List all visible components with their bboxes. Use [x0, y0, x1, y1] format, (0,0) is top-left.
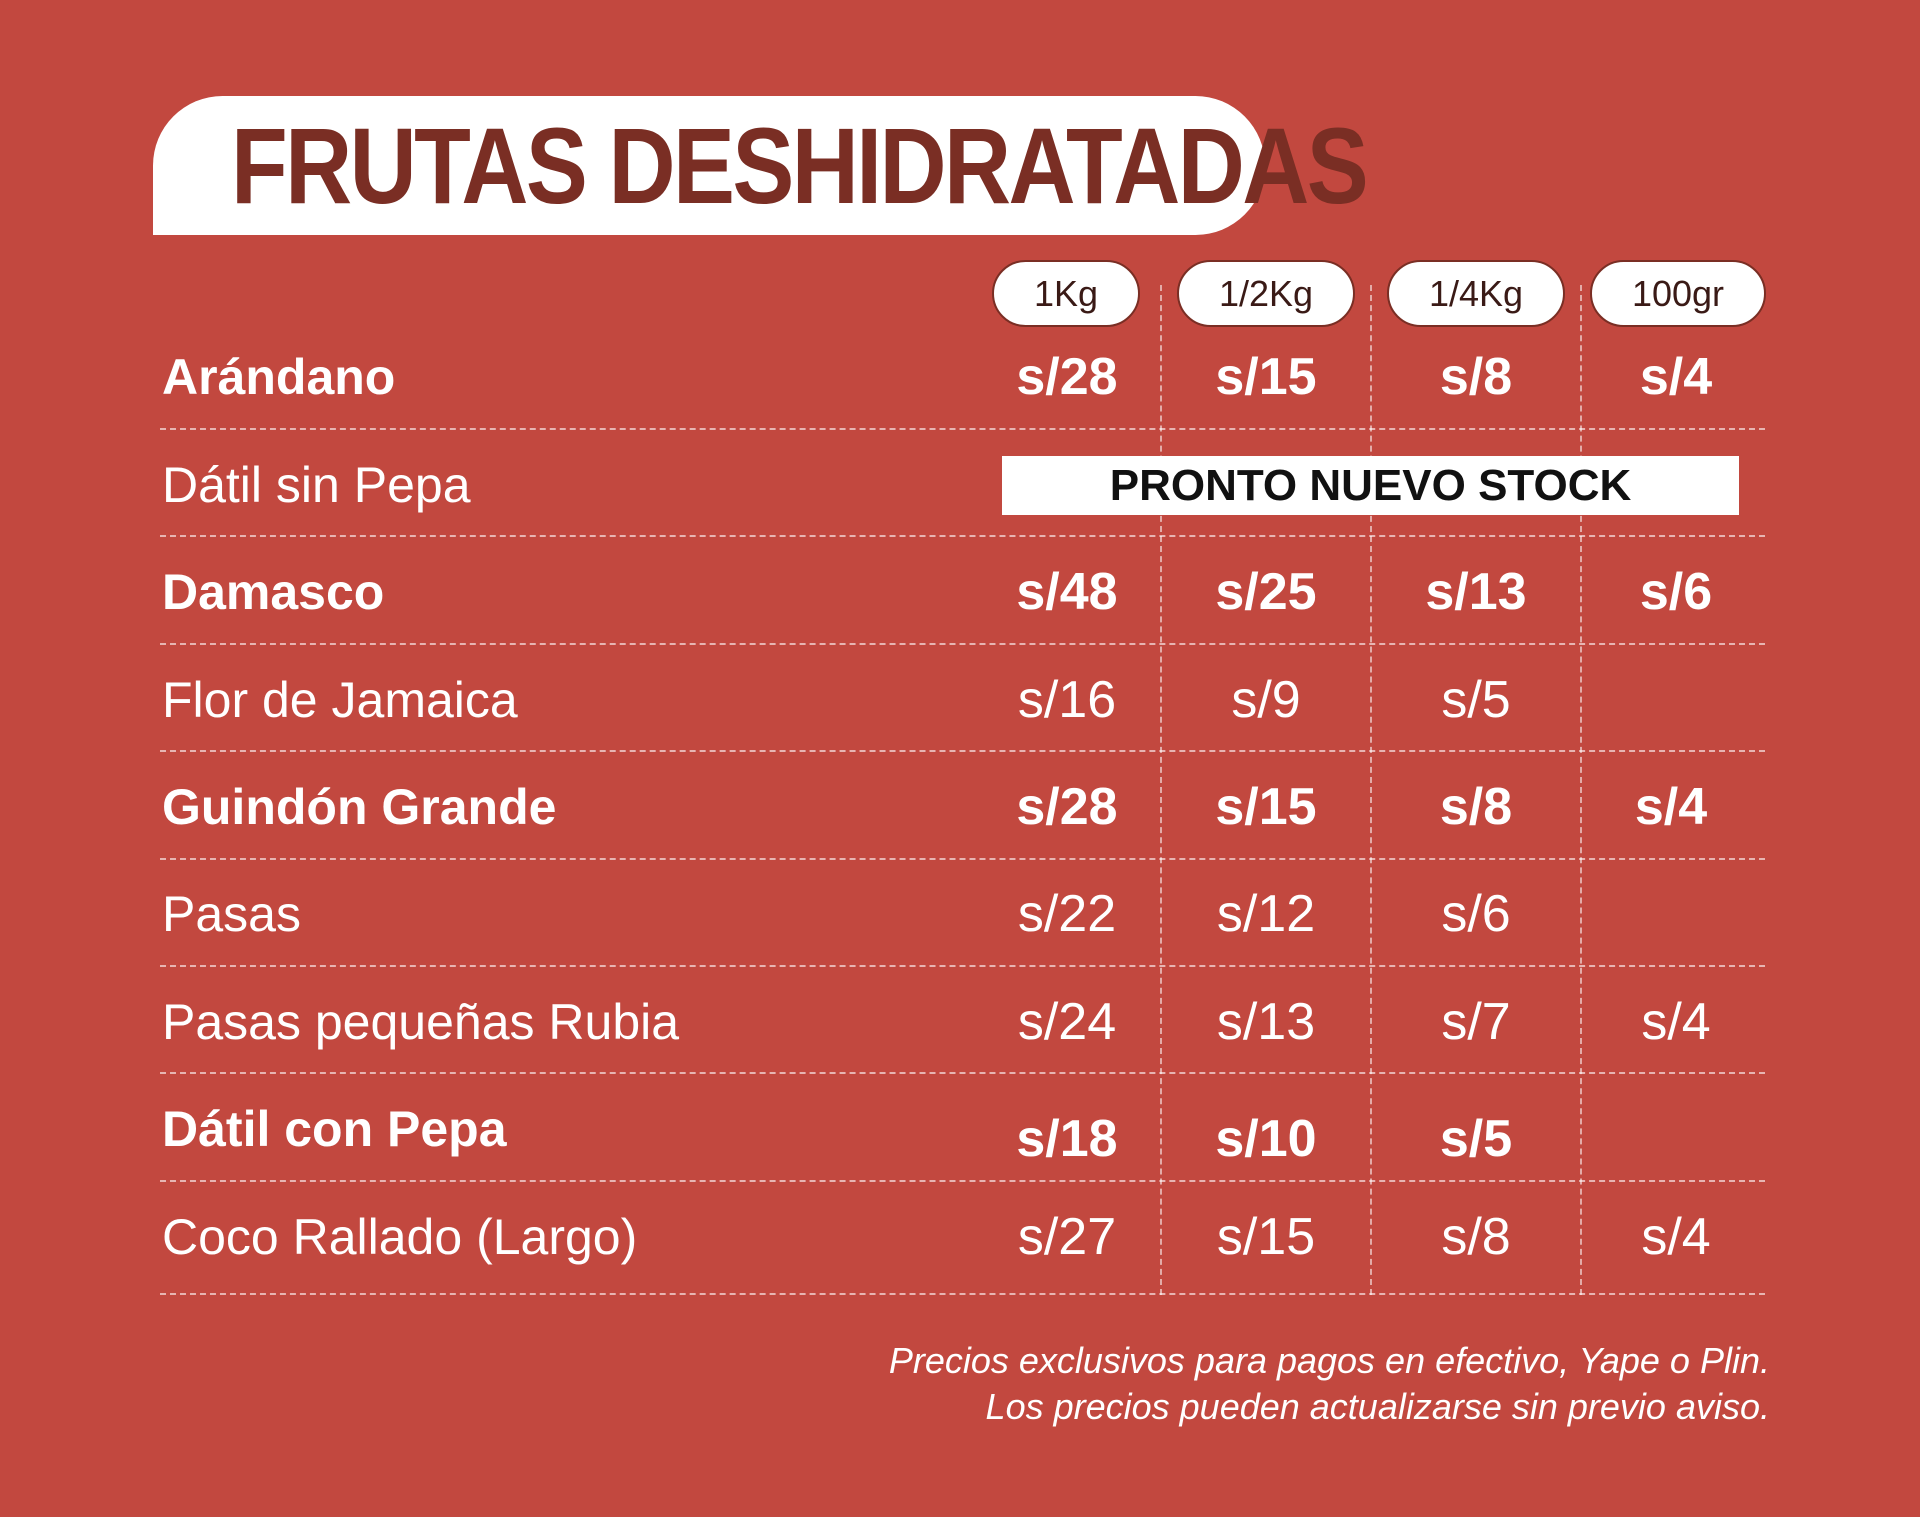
price-quarter-kg: s/6 [1441, 884, 1511, 943]
price-1kg: s/22 [1017, 884, 1117, 943]
row-divider [160, 428, 1765, 430]
price-quarter-kg: s/5 [1441, 670, 1511, 729]
price-1kg: s/24 [1017, 992, 1117, 1051]
price-100gr [1576, 860, 1776, 967]
price-100gr [1576, 1085, 1776, 1192]
price-half-kg: s/10 [1215, 1109, 1317, 1168]
table-row: Damasco s/48 s/25 s/13 s/6 [0, 538, 1920, 645]
price-100gr: s/4 [1641, 992, 1711, 1051]
price-quarter-kg: s/13 [1425, 562, 1527, 621]
price-half-kg: s/15 [1216, 1207, 1316, 1266]
product-name: Damasco [162, 563, 385, 620]
row-divider [160, 643, 1765, 645]
column-divider [1160, 285, 1162, 1295]
product-name: Flor de Jamaica [162, 671, 518, 728]
price-half-kg: s/12 [1216, 884, 1316, 943]
table-row: Dátil con Pepa s/18 s/10 s/5 [0, 1075, 1920, 1182]
table-row: Dátil sin Pepa [0, 431, 1920, 538]
price-100gr [1576, 646, 1776, 753]
column-divider [1580, 285, 1582, 1295]
price-quarter-kg: s/7 [1441, 992, 1511, 1051]
price-quarter-kg: s/8 [1441, 1207, 1511, 1266]
price-quarter-kg: s/5 [1439, 1109, 1513, 1168]
product-name: Dátil con Pepa [162, 1100, 507, 1157]
price-1kg: s/16 [1017, 670, 1117, 729]
size-header-100gr: 100gr [1590, 260, 1766, 327]
table-row: Pasas pequeñas Rubia s/24 s/13 s/7 s/4 [0, 968, 1920, 1075]
product-name: Dátil sin Pepa [162, 456, 471, 513]
table-row: Arándano s/28 s/15 s/8 s/4 [0, 323, 1920, 430]
size-header-quarter-kg: 1/4Kg [1387, 260, 1565, 327]
product-name: Guindón Grande [162, 778, 557, 835]
row-divider [160, 1293, 1765, 1295]
page-title: FRUTAS DESHIDRATADAS [231, 104, 1369, 226]
price-half-kg: s/15 [1215, 347, 1317, 406]
row-divider [160, 965, 1765, 967]
price-100gr: s/6 [1639, 562, 1713, 621]
row-divider [160, 750, 1765, 752]
price-100gr: s/4 [1641, 1207, 1711, 1266]
price-quarter-kg: s/8 [1439, 347, 1513, 406]
price-1kg: s/27 [1017, 1207, 1117, 1266]
row-divider [160, 535, 1765, 537]
price-1kg: s/18 [1016, 1109, 1118, 1168]
price-1kg: s/48 [1016, 562, 1118, 621]
price-100gr: s/4 [1634, 777, 1708, 836]
size-header-1kg: 1Kg [992, 260, 1140, 327]
size-header-half-kg: 1/2Kg [1177, 260, 1355, 327]
price-quarter-kg: s/8 [1439, 777, 1513, 836]
column-divider [1370, 285, 1372, 1295]
title-banner: FRUTAS DESHIDRATADAS [153, 96, 1369, 235]
table-row: Guindón Grande s/28 s/15 s/8 s/4 [0, 753, 1920, 860]
product-name: Arándano [162, 348, 396, 405]
product-name: Pasas pequeñas Rubia [162, 993, 680, 1050]
table-row: Coco Rallado (Largo) s/27 s/15 s/8 s/4 [0, 1183, 1920, 1290]
row-divider [160, 1072, 1765, 1074]
price-update-note: Los precios pueden actualizarse sin prev… [985, 1386, 1770, 1427]
table-row: Flor de Jamaica s/16 s/9 s/5 [0, 646, 1920, 753]
product-name: Coco Rallado (Largo) [162, 1208, 638, 1265]
price-1kg: s/28 [1016, 347, 1118, 406]
out-of-stock-badge: PRONTO NUEVO STOCK [1002, 456, 1739, 515]
price-1kg: s/28 [1016, 777, 1118, 836]
price-half-kg: s/15 [1215, 777, 1317, 836]
row-divider [160, 1180, 1765, 1182]
product-name: Pasas [162, 885, 301, 942]
row-divider [160, 858, 1765, 860]
price-half-kg: s/13 [1216, 992, 1316, 1051]
payment-note: Precios exclusivos para pagos en efectiv… [888, 1340, 1770, 1381]
price-100gr: s/4 [1639, 347, 1713, 406]
price-half-kg: s/9 [1231, 670, 1301, 729]
price-half-kg: s/25 [1215, 562, 1317, 621]
table-row: Pasas s/22 s/12 s/6 [0, 860, 1920, 967]
